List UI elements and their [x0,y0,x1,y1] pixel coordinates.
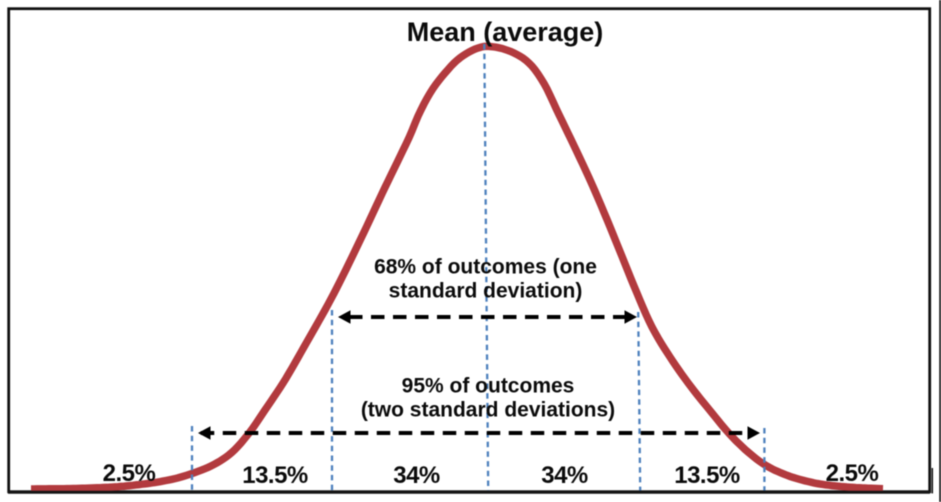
svg-text:34%: 34% [541,462,588,489]
svg-text:68% of outcomes (one: 68% of outcomes (one [374,256,597,279]
svg-text:13.5%: 13.5% [242,462,308,489]
svg-text:(two standard deviations): (two standard deviations) [361,399,615,422]
svg-text:2.5%: 2.5% [826,460,879,487]
svg-text:Mean (average): Mean (average) [407,17,604,47]
svg-text:13.5%: 13.5% [674,462,740,489]
svg-text:2.5%: 2.5% [103,460,156,487]
svg-text:95% of outcomes: 95% of outcomes [402,375,575,398]
svg-text:34%: 34% [393,462,440,489]
svg-text:standard deviation): standard deviation) [389,280,583,303]
